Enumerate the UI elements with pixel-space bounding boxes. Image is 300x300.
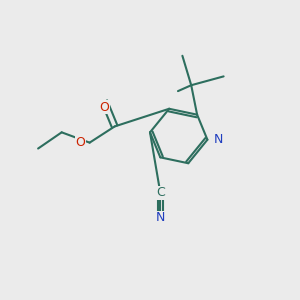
Text: N: N [156,211,165,224]
Text: C: C [156,186,165,199]
Text: N: N [214,133,223,146]
Text: O: O [75,136,85,149]
Text: O: O [99,101,109,114]
